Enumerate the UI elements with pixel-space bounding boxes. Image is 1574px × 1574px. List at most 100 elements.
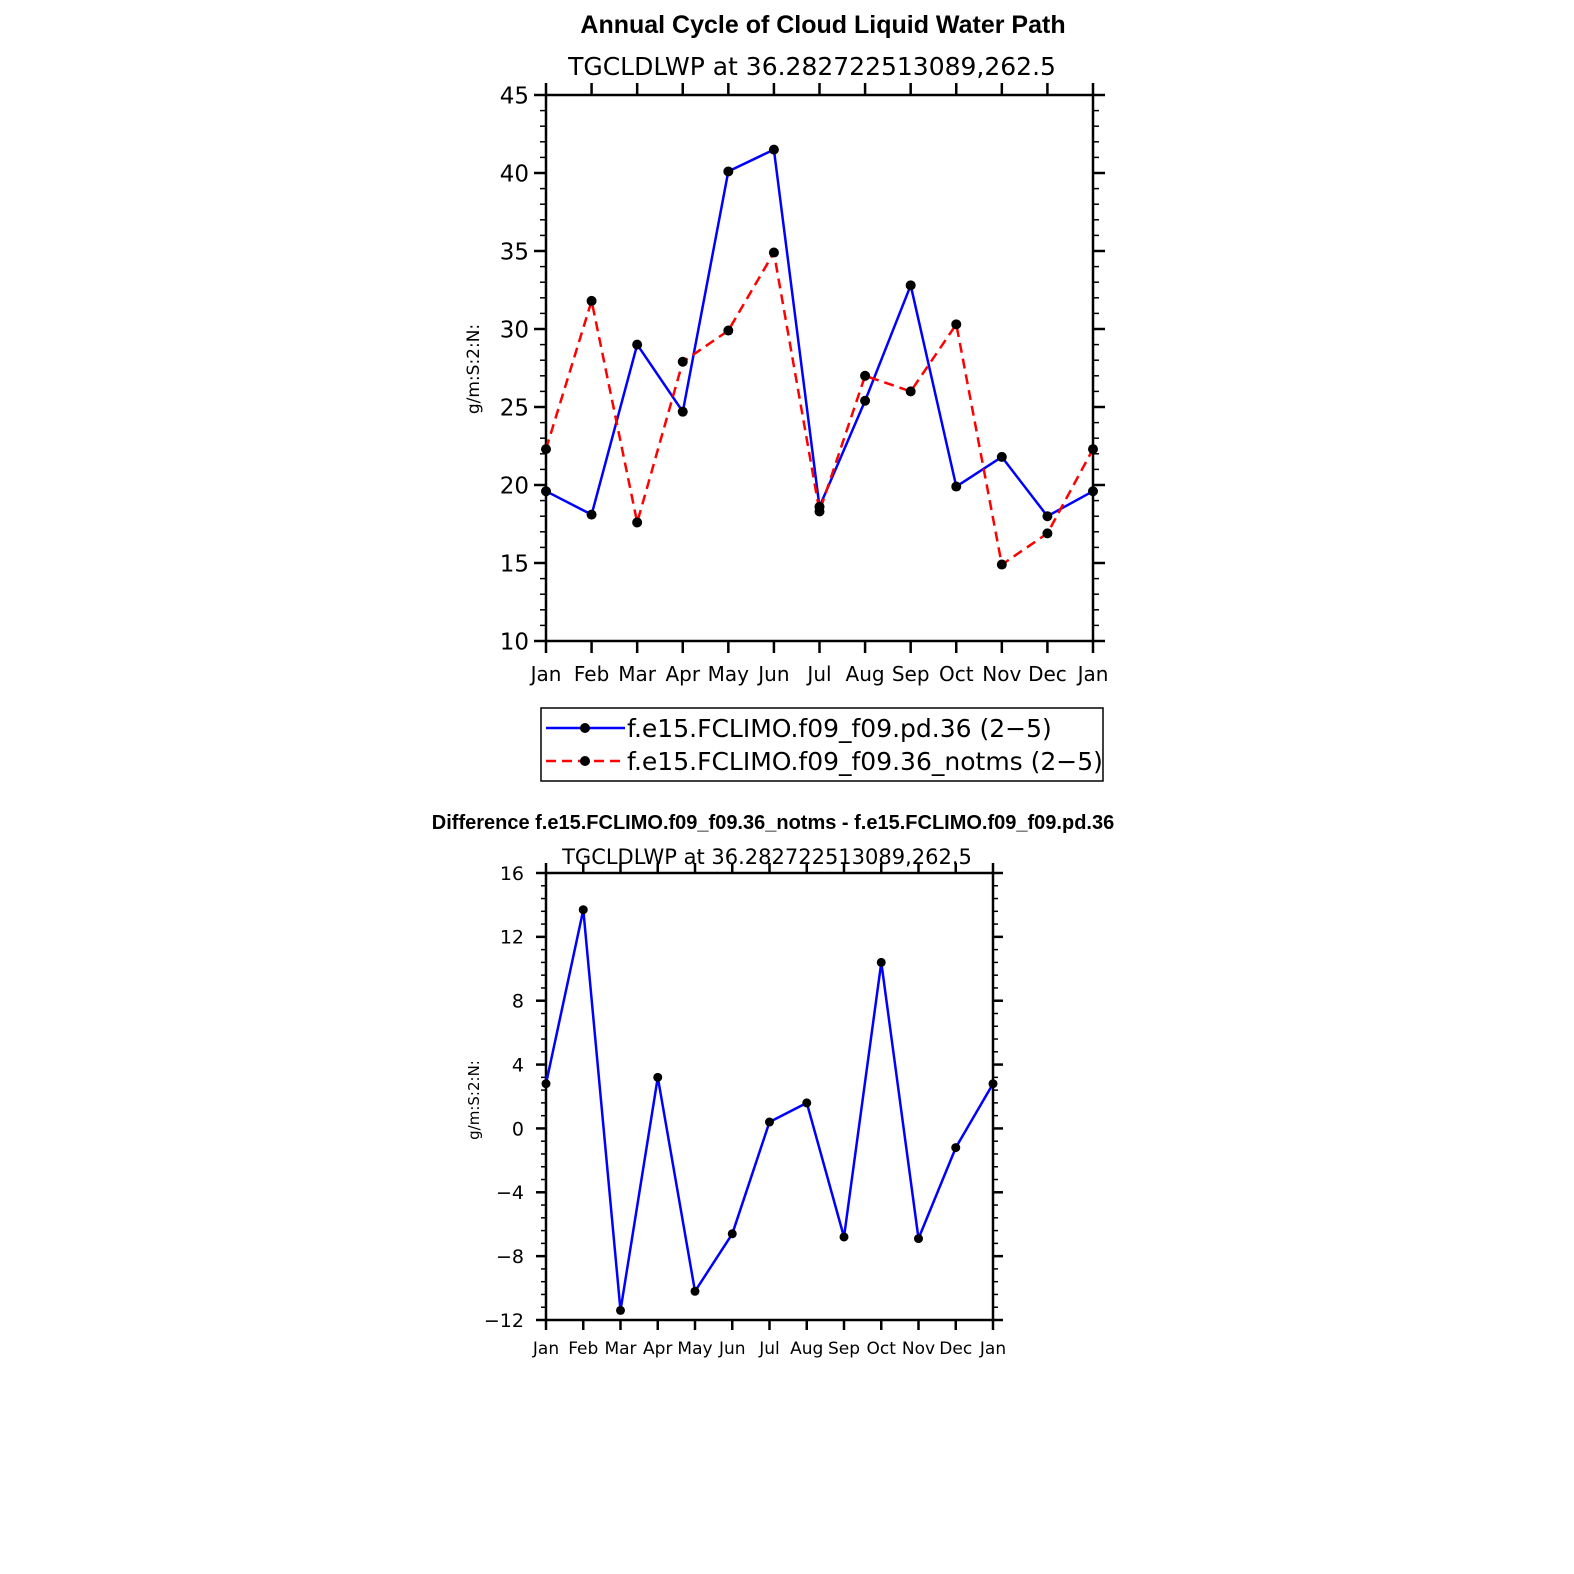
chart-1-xtick-label: Jun bbox=[756, 662, 789, 686]
chart-2-frame bbox=[544, 871, 995, 1322]
chart-1-xtick-label: Dec bbox=[1028, 662, 1067, 686]
legend-marker-series-2 bbox=[580, 756, 590, 766]
chart-1-xtick-label: Feb bbox=[574, 662, 609, 686]
chart-1-series-1-point bbox=[905, 280, 916, 291]
chart-1-series-2-point bbox=[814, 506, 825, 517]
chart-1-series-2-point bbox=[677, 356, 688, 367]
chart-2-ytick-label: 12 bbox=[500, 927, 524, 949]
chart-1-ytick-label: 30 bbox=[500, 317, 529, 343]
chart-1-plot: 10 15 20 25 30 35 40 45 Jan Feb Mar Apr May Jun Jul Aug… bbox=[500, 83, 1109, 686]
chart-1-series-2-point bbox=[768, 247, 779, 258]
chart-2-ylabel: g/m:S:2:N: bbox=[465, 1060, 483, 1140]
chart-2-xtick-label: Jul bbox=[758, 1339, 780, 1359]
chart-2-series-1-point bbox=[802, 1098, 812, 1108]
chart-1-subtitle: TGCLDLWP at 36.282722513089,262.5 bbox=[567, 52, 1056, 81]
chart-2-series-1-point bbox=[988, 1079, 998, 1089]
chart-2-series-1-point bbox=[914, 1234, 923, 1244]
chart-1-series-2-point bbox=[996, 559, 1007, 570]
chart-2-series-1-point bbox=[839, 1232, 849, 1242]
chart-2-subtitle: TGCLDLWP at 36.282722513089,262.5 bbox=[561, 845, 972, 869]
chart-1-series-1-point bbox=[723, 166, 734, 177]
chart-1-series-2-line bbox=[544, 251, 1095, 566]
chart-2-series-1-point bbox=[616, 1305, 625, 1315]
chart-1-xtick-label: Jan bbox=[529, 662, 562, 686]
chart-2-xtick-label: May bbox=[677, 1339, 712, 1359]
chart-2-xtick-label: Jun bbox=[718, 1339, 746, 1359]
chart-1-xtick-label: Mar bbox=[618, 662, 657, 686]
legend-label-series-2: f.e15.FCLIMO.f09_f09.36_notms (2−5) bbox=[627, 747, 1103, 776]
chart-2-series-1-point bbox=[765, 1117, 774, 1127]
chart-2-xtick-label: Feb bbox=[568, 1339, 598, 1359]
chart-2-xtick-label: Aug bbox=[790, 1339, 823, 1359]
chart-1-title: Annual Cycle of Cloud Liquid Water Path bbox=[580, 11, 1065, 39]
chart-2-ytick-label: 16 bbox=[500, 863, 524, 885]
chart-1-series-2-point bbox=[951, 319, 962, 330]
chart-2-series-1-point bbox=[541, 1079, 551, 1089]
chart-1-ytick-label: 45 bbox=[500, 83, 529, 109]
chart-1-series-1-point bbox=[677, 406, 688, 417]
chart-1-ytick-label: 40 bbox=[500, 161, 529, 187]
chart-1-ytick-label: 20 bbox=[500, 473, 529, 499]
legend-marker-series-1 bbox=[580, 723, 590, 733]
legend-label-series-1: f.e15.FCLIMO.f09_f09.pd.36 (2−5) bbox=[627, 714, 1052, 743]
chart-2-ytick-label: −12 bbox=[484, 1310, 524, 1332]
chart-1-series-1-point bbox=[768, 144, 779, 155]
chart-2-ytick-label: −8 bbox=[496, 1246, 524, 1268]
chart-1-frame bbox=[544, 93, 1095, 643]
chart-2-title: Difference f.e15.FCLIMO.f09_f09.36_notms… bbox=[432, 812, 1114, 834]
chart-2-series-1-point bbox=[951, 1143, 961, 1153]
chart-1-ytick-label: 10 bbox=[500, 629, 529, 655]
chart-2-xtick-label: Nov bbox=[902, 1339, 935, 1359]
chart-1-series-1-point bbox=[951, 481, 962, 492]
chart-2-ytick-label: −4 bbox=[496, 1182, 524, 1204]
chart-1-series-2-point bbox=[1088, 444, 1098, 455]
chart-2-ytick-label: 0 bbox=[512, 1118, 524, 1140]
chart-2-plot: −12 −8 −4 0 4 8 12 16 Jan Feb Mar Apr May Jun Jul Aug Se… bbox=[484, 863, 1006, 1359]
chart-1-series-2-point bbox=[905, 386, 916, 397]
chart-1-legend: f.e15.FCLIMO.f09_f09.pd.36 (2−5) f.e15.F… bbox=[540, 707, 1104, 782]
chart-1-xtick-label: Aug bbox=[846, 662, 885, 686]
chart-1-xtick-label: Oct bbox=[939, 662, 974, 686]
chart-2-series-1-point bbox=[578, 905, 588, 915]
chart-1-series-2-point bbox=[632, 517, 643, 528]
chart-1-series-2-point bbox=[541, 444, 551, 455]
chart-1-xtick-label: Sep bbox=[892, 662, 930, 686]
chart-2-xtick-label: Dec bbox=[939, 1339, 972, 1359]
chart-1-series-1-line bbox=[545, 148, 1094, 518]
chart-2-series-1-point bbox=[653, 1072, 663, 1082]
chart-2-series-1-point bbox=[727, 1229, 737, 1239]
chart-1-series-1-point bbox=[541, 486, 551, 497]
chart-2-series-1-point bbox=[876, 957, 886, 967]
chart-1-series-2-point bbox=[860, 370, 871, 381]
chart-1-ytick-label: 15 bbox=[500, 551, 529, 577]
chart-1-ytick-label: 25 bbox=[500, 395, 529, 421]
chart-1-series-2-point bbox=[723, 325, 734, 336]
chart-2-xtick-label: Oct bbox=[867, 1339, 897, 1359]
chart-2-xtick-label: Jan bbox=[979, 1339, 1006, 1359]
chart-1-ylabel: g/m:S:2:N: bbox=[464, 324, 484, 414]
chart-2-series-1-line bbox=[544, 908, 995, 1312]
chart-1-series-2-point bbox=[1042, 528, 1053, 539]
chart-2-xtick-label: Sep bbox=[828, 1339, 860, 1359]
chart-1-series-1-point bbox=[632, 339, 643, 350]
chart-1-series-2-point bbox=[586, 295, 597, 306]
chart-1-series-1-point bbox=[996, 451, 1007, 462]
chart-1-series-1-point bbox=[1088, 486, 1098, 497]
chart-2-series-1-point bbox=[690, 1286, 700, 1296]
legend-box bbox=[540, 707, 1104, 782]
chart-1-series-1-point bbox=[860, 395, 871, 406]
chart-2-xtick-label: Mar bbox=[604, 1339, 636, 1359]
chart-2-ytick-label: 8 bbox=[512, 991, 524, 1013]
chart-2-xtick-label: Jan bbox=[532, 1339, 559, 1359]
chart-1-xtick-label: Apr bbox=[665, 662, 700, 686]
chart-1-xtick-label: May bbox=[708, 662, 750, 686]
chart-1-xtick-label: Jan bbox=[1076, 662, 1109, 686]
chart-2-xtick-label: Apr bbox=[643, 1339, 672, 1359]
chart-1-ytick-label: 35 bbox=[500, 239, 529, 265]
chart-2-ytick-label: 4 bbox=[512, 1054, 524, 1076]
chart-1-xtick-label: Jul bbox=[805, 662, 831, 686]
chart-1-series-1-point bbox=[586, 509, 597, 520]
chart-1-series-1-point bbox=[1042, 511, 1053, 522]
chart-1-xtick-label: Nov bbox=[982, 662, 1021, 686]
